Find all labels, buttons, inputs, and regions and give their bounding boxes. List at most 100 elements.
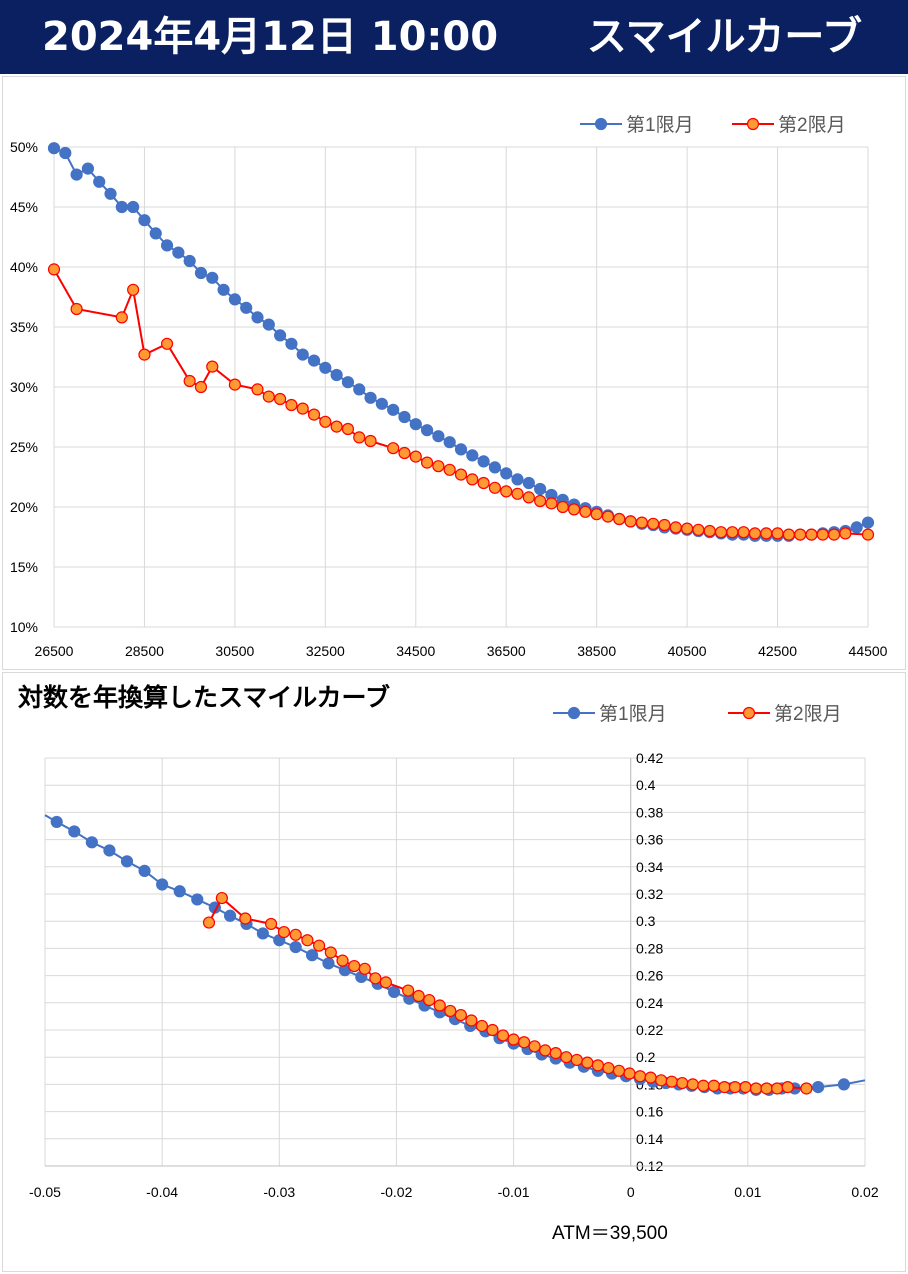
c1-x-tick-label: 34500: [396, 643, 435, 659]
c2-series1-point: [223, 909, 237, 922]
c1-series2-point: [115, 311, 128, 324]
c1-series2-point: [274, 392, 287, 406]
c1-series1-point: [228, 293, 241, 306]
c2-series2-point: [412, 989, 425, 1003]
c1-legend-label-1: 第1限月: [626, 114, 694, 136]
c1-series2-point: [183, 374, 196, 388]
c2-legend-label-1: 第1限月: [599, 703, 667, 725]
c2-series2-point: [771, 1082, 784, 1095]
c1-series1-point: [861, 516, 875, 529]
c1-series1-point: [534, 482, 547, 496]
c2-x-tick-label: -0.04: [146, 1184, 178, 1200]
chart-panel-log-smile-curve: [2, 672, 906, 1272]
c2-series2-point: [676, 1076, 689, 1090]
c1-series1-point: [398, 410, 411, 424]
c2-y-tick-label: 0.4: [636, 777, 656, 793]
c1-series2-point: [771, 527, 784, 540]
c2-series2-point: [239, 912, 252, 925]
c2-series2-point: [655, 1074, 668, 1087]
c1-series1-point: [477, 455, 490, 468]
c2-legend-marker-1: [567, 706, 581, 720]
c2-series2-point: [591, 1059, 605, 1072]
c1-series1-point: [511, 473, 524, 486]
c2-series2-point: [560, 1051, 573, 1064]
c1-series1-point: [206, 271, 219, 284]
c1-series2-point: [285, 398, 298, 412]
c2-series2-point: [633, 1070, 647, 1083]
c2-y-tick-label: 0.34: [636, 859, 663, 875]
c1-series1-point: [194, 266, 208, 280]
c2-series2-point: [475, 1019, 489, 1033]
c2-series2-point: [728, 1081, 742, 1094]
c1-series2-point: [635, 516, 648, 529]
c2-series2-point: [749, 1082, 763, 1095]
c1-series2-point: [782, 528, 795, 541]
c2-series2-point: [348, 959, 361, 973]
c1-legend-marker-1: [594, 117, 608, 131]
c1-series2-point: [70, 302, 83, 316]
c1-series1-point: [59, 146, 72, 160]
c1-x-tick-label: 32500: [306, 643, 345, 659]
c1-series2-point: [330, 420, 343, 433]
c2-series2-point: [379, 976, 392, 989]
c2-x-tick-label: -0.01: [498, 1184, 530, 1200]
c2-series1-point: [156, 878, 169, 891]
c1-series1-point: [285, 337, 298, 350]
c1-series2-point: [127, 283, 140, 296]
c1-series1-point: [296, 348, 309, 361]
c2-series2-point: [760, 1082, 773, 1095]
c2-series2-point: [612, 1064, 626, 1077]
c2-series-line-2: [208, 896, 807, 1090]
c1-series1-point: [488, 461, 502, 474]
c1-series2-point: [206, 360, 219, 373]
c2-series1-point: [173, 885, 186, 898]
c2-y-tick-label: 0.42: [636, 750, 663, 766]
c1-x-tick-label: 26500: [35, 643, 74, 659]
c1-series2-point: [681, 522, 694, 535]
c2-series1-point: [812, 1081, 825, 1094]
c1-series2-point: [590, 508, 603, 521]
c2-series1-point: [289, 940, 302, 954]
c1-y-tick-label: 30%: [10, 379, 38, 395]
c2-series2-point: [202, 916, 216, 929]
c1-series2-point: [47, 263, 61, 276]
c2-series2-point: [433, 999, 446, 1012]
c1-series1-point: [454, 443, 468, 456]
c1-series2-point: [714, 526, 728, 539]
c2-series2-point: [718, 1081, 731, 1094]
c1-series2-point: [228, 378, 241, 391]
c1-series1-point: [432, 430, 445, 443]
c2-x-tick-label: 0: [627, 1184, 635, 1200]
c1-series1-point: [251, 311, 264, 324]
c2-series1-point: [120, 855, 134, 868]
c1-series1-point: [307, 354, 321, 367]
c2-y-tick-label: 0.38: [636, 804, 663, 820]
c1-y-tick-label: 35%: [10, 319, 38, 335]
c1-series2-point: [737, 526, 750, 539]
c1-series1-point: [149, 227, 162, 240]
c1-y-tick-label: 50%: [10, 139, 38, 155]
c2-series1-point: [387, 985, 401, 999]
c1-series1-point: [500, 467, 513, 480]
c1-x-tick-label: 28500: [125, 643, 164, 659]
c1-series2-point: [579, 505, 592, 518]
c2-series2-point: [581, 1056, 594, 1069]
header-date: 2024年4月12日 10:00: [42, 14, 499, 60]
c1-series2-point: [647, 517, 660, 530]
c2-series2-point: [739, 1081, 752, 1094]
c1-series2-point: [454, 468, 468, 481]
c1-series1-point: [172, 246, 185, 259]
c1-series2-point: [262, 390, 275, 403]
c2-series1-point: [322, 957, 335, 970]
c1-series1-point: [850, 521, 863, 534]
c1-series2-point: [861, 528, 875, 541]
c2-series1-point: [68, 825, 81, 838]
c1-series2-point: [545, 497, 558, 510]
c1-series2-point: [511, 487, 524, 500]
c1-series2-point: [477, 476, 490, 490]
c2-y-tick-label: 0.2: [636, 1049, 656, 1065]
c2-y-tick-label: 0.26: [636, 968, 663, 984]
c1-y-tick-label: 15%: [10, 559, 38, 575]
c1-x-tick-label: 36500: [487, 643, 526, 659]
c2-series2-point: [781, 1081, 794, 1094]
